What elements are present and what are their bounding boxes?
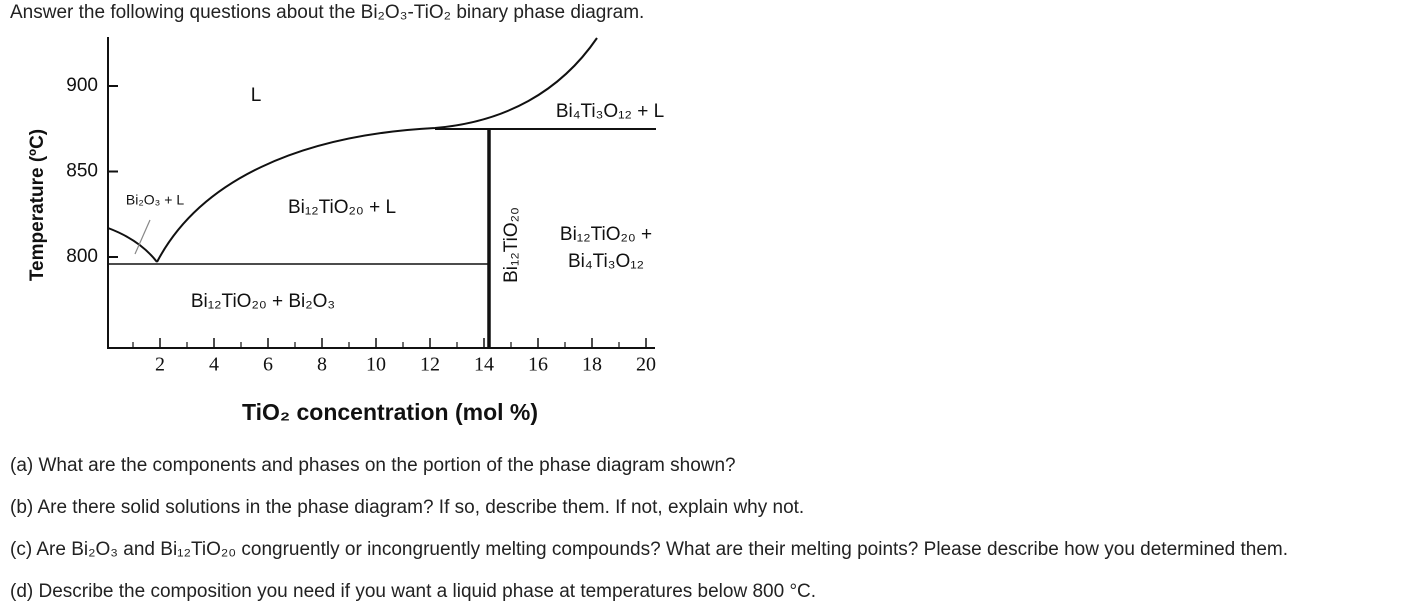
region-label: Bi₁₂TiO₂₀ +	[560, 224, 652, 245]
x-axis-label: TiO₂ concentration (mol %)	[242, 399, 538, 425]
question: (d) Describe the composition you need if…	[10, 581, 817, 602]
x-tick-label: 18	[582, 354, 602, 376]
region-label: Bi₄Ti₃O₁₂	[568, 251, 644, 272]
y-tick-label: 900	[66, 75, 98, 96]
x-tick-label: 12	[420, 354, 440, 376]
x-tick-label: 14	[474, 354, 494, 376]
x-tick-label: 20	[636, 354, 656, 376]
region-label: Bi₁₂TiO₂₀ + Bi₂O₃	[191, 291, 335, 312]
x-tick-label: 4	[209, 354, 219, 376]
phase-diagram: L Bi₂O₃ + L Bi₁₂TiO₂₀ + L Bi₄Ti₃O₁₂ + L …	[27, 37, 664, 425]
region-label: Bi₁₂TiO₂₀ + L	[288, 197, 396, 218]
x-tick-label: 2	[155, 354, 165, 376]
liquidus	[156, 37, 598, 263]
region-label: Bi₂O₃ + L	[126, 192, 184, 208]
region-label: L	[251, 85, 262, 106]
y-axis-label: Temperature (ºC)	[27, 129, 48, 281]
question: (c) Are Bi₂O₃ and Bi₁₂TiO₂₀ congruently …	[10, 539, 1289, 560]
header-title: Answer the following questions about the…	[10, 2, 645, 23]
y-tick-label: 850	[66, 161, 98, 182]
x-tick-label: 16	[528, 354, 548, 376]
compound-label: Bi₁₂TiO₂₀	[501, 207, 522, 283]
y-tick-label: 800	[66, 246, 98, 267]
x-tick-label: 10	[366, 354, 386, 376]
region-label: Bi₄Ti₃O₁₂ + L	[556, 101, 664, 122]
pointer	[134, 219, 151, 255]
question: (a) What are the components and phases o…	[10, 455, 736, 476]
question: (b) Are there solid solutions in the pha…	[10, 497, 805, 518]
liquidus-bi2o3	[107, 227, 158, 263]
x-tick-label: 8	[317, 354, 327, 376]
x-tick-label: 6	[263, 354, 273, 376]
